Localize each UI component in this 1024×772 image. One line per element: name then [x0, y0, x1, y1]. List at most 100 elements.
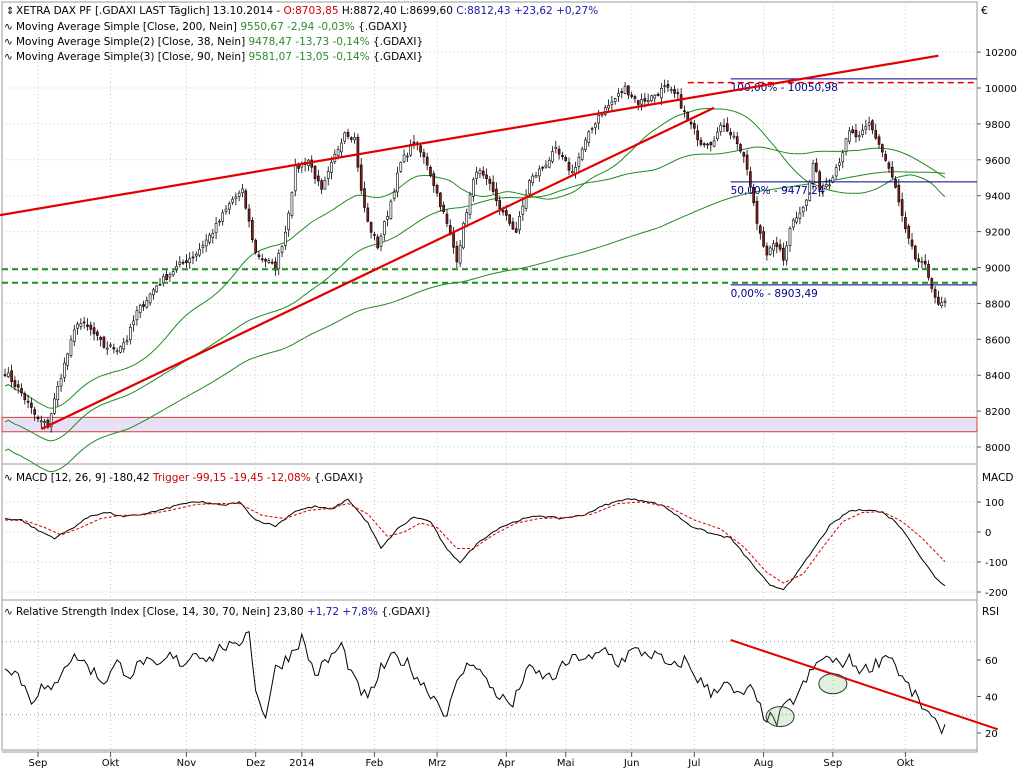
- price-legend: ⇕ XETRA DAX PF [.GDAXI LAST Täglich] 13.…: [4, 4, 988, 63]
- candle-body: [191, 256, 195, 259]
- candle-body: [346, 131, 350, 137]
- candle-body: [125, 340, 129, 343]
- candle-body: [185, 260, 188, 264]
- candle-body: [20, 388, 23, 394]
- candle-body: [900, 199, 904, 216]
- rsi-trendline: [730, 638, 999, 731]
- candle-body: [854, 129, 858, 138]
- candle-body: [937, 296, 940, 305]
- candle-body: [330, 161, 333, 173]
- candle-body: [910, 239, 914, 247]
- moving-averages: [4, 107, 946, 473]
- candle-body: [317, 175, 320, 182]
- candle-body: [419, 145, 422, 153]
- candle-body: [488, 178, 492, 184]
- candle-body: [33, 409, 37, 415]
- candle-body: [511, 221, 515, 230]
- candle-body: [138, 304, 142, 313]
- candle-body: [66, 353, 69, 366]
- candle-body: [712, 140, 716, 147]
- candle-body: [894, 179, 897, 188]
- candle-body: [369, 222, 373, 233]
- candle-body: [99, 337, 102, 340]
- candle-body: [142, 304, 145, 307]
- ma-icon: ∿: [4, 36, 13, 48]
- candle-body: [214, 222, 218, 234]
- candle-body: [63, 362, 66, 378]
- candle-body: [524, 194, 528, 209]
- candle-body: [656, 93, 660, 96]
- candle-body: [508, 214, 511, 224]
- candle-body: [481, 170, 485, 176]
- price-tick-label: 8400: [985, 371, 1010, 382]
- candle-body: [472, 179, 475, 197]
- candle-body: [660, 87, 663, 99]
- candle-body: [534, 175, 538, 178]
- candle-body: [119, 346, 122, 353]
- x-tick-label: Jul: [687, 758, 700, 768]
- candle-body: [923, 260, 927, 265]
- legend-segment: Moving Average Simple(3) [Close, 90, Nei…: [16, 51, 249, 63]
- rsi-highlight-ellipse: [818, 673, 848, 695]
- candle-body: [666, 84, 670, 88]
- candle-body: [435, 185, 439, 194]
- candle-body: [920, 260, 924, 263]
- candle-body: [475, 171, 478, 179]
- candle-body: [491, 181, 495, 192]
- candle-body: [818, 171, 821, 191]
- candle-body: [768, 247, 772, 255]
- candle-body: [495, 188, 498, 202]
- candle-body: [145, 300, 149, 308]
- candle-body: [851, 129, 854, 134]
- candle-body: [798, 212, 802, 219]
- price-tick-label: 10200: [985, 48, 1017, 59]
- candle-body: [669, 89, 673, 91]
- candle-body: [112, 347, 116, 350]
- candle-body: [132, 320, 135, 325]
- candle-body: [864, 126, 868, 130]
- candle-body: [702, 143, 706, 146]
- candle-body: [824, 184, 828, 188]
- lower-trendline: [40, 106, 715, 431]
- candle-body: [884, 154, 887, 161]
- legend-segment: {.GDAXI}: [311, 472, 365, 484]
- candle-body: [376, 236, 380, 249]
- candle-body: [422, 152, 426, 158]
- candle-body: [498, 200, 502, 210]
- candle-body: [782, 247, 785, 261]
- horizontal-levels: 100,00% - 10050,98 50,00% - 9477,24 0,00% …: [2, 78, 977, 300]
- candle-body: [633, 96, 637, 99]
- candle-body: [406, 155, 409, 158]
- candle-body: [904, 216, 907, 230]
- candle-body: [650, 95, 653, 102]
- candle-body: [570, 171, 574, 174]
- candle-body: [465, 212, 469, 226]
- candle-body: [218, 220, 221, 223]
- candle-body: [755, 200, 759, 224]
- candle-body: [696, 130, 699, 141]
- candle-body: [762, 231, 765, 247]
- candle-body: [10, 370, 13, 383]
- candle-body: [673, 89, 676, 94]
- candle-body: [267, 260, 271, 263]
- candle-body: [739, 144, 742, 152]
- candle-body: [79, 323, 83, 327]
- candle-body: [478, 170, 482, 175]
- candle-body: [468, 194, 472, 215]
- candle-body: [442, 204, 445, 213]
- candle-body: [580, 148, 584, 160]
- candle-body: [247, 208, 251, 222]
- candle-body: [452, 232, 455, 248]
- candle-body: [53, 398, 56, 414]
- candle-body: [458, 244, 462, 264]
- ma200-legend: Moving Average Simple [Close, 200, Nein]…: [16, 21, 408, 33]
- fibonacci-label: 50,00% - 9477,24: [731, 185, 825, 197]
- fibonacci-label: 100,00% - 10050,98: [731, 82, 838, 94]
- candle-body: [310, 159, 314, 168]
- candle-body: [729, 131, 732, 136]
- candle-body: [772, 243, 775, 251]
- candle-body: [102, 336, 106, 348]
- macd-line: [4, 498, 946, 591]
- candle-body: [16, 384, 20, 388]
- macd-tick-label: -200: [985, 588, 1008, 599]
